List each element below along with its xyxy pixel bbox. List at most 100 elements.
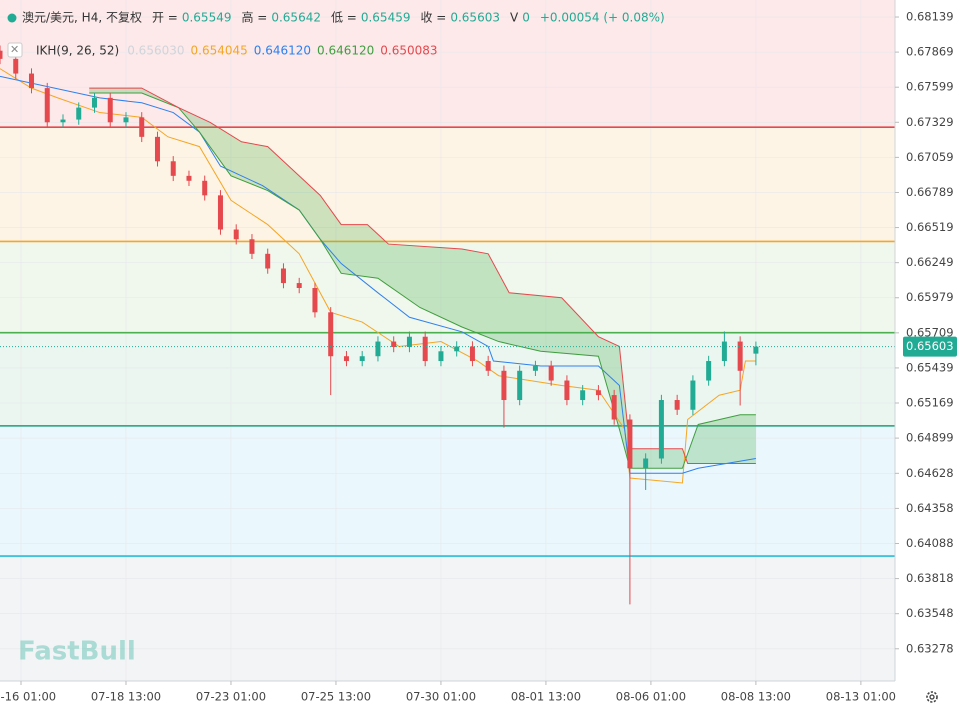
candle-body — [690, 380, 696, 410]
candle-body — [611, 395, 617, 420]
x-tick-label: 08-08 13:00 — [721, 690, 791, 704]
candle-body — [595, 390, 601, 396]
candle-body — [13, 58, 19, 74]
field-label: 高 = — [241, 10, 267, 25]
candle-body — [154, 136, 160, 162]
candle-body — [280, 268, 286, 284]
ichimoku-cloud — [89, 88, 756, 469]
indicator-value: 0.646120 — [254, 44, 311, 58]
candle-body — [658, 400, 664, 459]
field-label: 开 = — [152, 11, 178, 25]
field-label: V — [510, 11, 519, 25]
candle-body — [170, 161, 176, 176]
candle-body — [44, 88, 50, 123]
last-price-tag — [903, 336, 957, 357]
legend-toggle — [7, 42, 23, 58]
candle-body — [359, 356, 365, 362]
change: +0.00054 (+ 0.08%) — [540, 11, 665, 25]
x-tick-label: 08-06 01:00 — [616, 690, 686, 704]
status-dot — [7, 13, 17, 23]
band — [0, 127, 895, 242]
candle-body — [343, 356, 349, 362]
x-tick-label: 07-16 01:00 — [0, 690, 56, 704]
candle-body — [265, 253, 271, 269]
candle-body — [60, 119, 66, 123]
candle-body — [674, 400, 680, 410]
band — [0, 425, 895, 557]
y-tick-label: 0.66249 — [906, 255, 954, 269]
candle-body — [91, 97, 97, 108]
band — [0, 556, 895, 681]
candle-body — [375, 341, 381, 357]
y-tick-label: 0.67869 — [906, 45, 954, 59]
plot-area — [0, 45, 895, 605]
gear — [926, 691, 938, 703]
candle-body — [233, 229, 239, 240]
indicator-name: IKH(9, 26, 52) — [36, 44, 119, 58]
background — [0, 0, 895, 681]
y-tick-label: 0.64358 — [906, 501, 954, 515]
y-tick-label: 0.63548 — [906, 606, 954, 620]
overlay: 澳元/美元, H4, 不复权开 = 0.65549 高 = 0.65642 低 = 0.6… — [7, 10, 665, 667]
field-value: 0.65459 — [361, 11, 411, 25]
candle-body — [139, 117, 145, 137]
field-label: 收 = — [420, 11, 446, 25]
watermark: FastBull — [18, 637, 136, 667]
candle-body — [28, 73, 34, 89]
candle-body — [643, 458, 649, 469]
indicator-value: 0.654045 — [191, 44, 248, 58]
x-tick-label: 08-13 01:00 — [826, 690, 896, 704]
candle-body — [501, 370, 507, 401]
ichimoku-line — [0, 75, 756, 474]
candle-body — [422, 336, 428, 362]
candle-body — [312, 287, 318, 313]
legend-close: ✕ — [10, 43, 19, 56]
candle-body — [580, 390, 586, 401]
candle-body — [0, 50, 3, 59]
candle-body — [328, 312, 334, 357]
indicator-value: 0.650083 — [380, 44, 437, 58]
field-label: 低 = — [331, 11, 357, 25]
y-tick-label: 0.66519 — [906, 220, 954, 234]
x-tick-label: 08-01 13:00 — [511, 690, 581, 704]
field-value: 0 — [522, 11, 530, 25]
candle-body — [296, 283, 302, 288]
y-tick-label: 0.65169 — [906, 396, 954, 410]
last-price-label: 0.65603 — [906, 339, 954, 353]
band — [0, 332, 895, 426]
candle-body — [564, 380, 570, 401]
candle-body — [753, 346, 759, 354]
candle-body — [517, 370, 523, 401]
candle-body — [469, 346, 475, 362]
candle-body — [123, 117, 129, 123]
y-tick-label: 0.63818 — [906, 571, 954, 585]
y-tick-label: 0.65979 — [906, 290, 954, 304]
y-tick-label: 0.67599 — [906, 80, 954, 94]
ichimoku-line — [89, 87, 756, 464]
candle-body — [202, 180, 208, 196]
candle-body — [406, 336, 412, 347]
candle-body — [485, 361, 491, 371]
ichimoku-line — [0, 68, 756, 484]
candle-body — [454, 346, 460, 352]
candle-body — [391, 341, 397, 347]
candle-body — [186, 175, 192, 181]
candle-body — [627, 419, 633, 469]
x-tick-label: 07-30 01:00 — [406, 690, 476, 704]
y-tick-label: 0.67329 — [906, 115, 954, 129]
candle-body — [737, 341, 743, 371]
y-tick-label: 0.68139 — [906, 10, 954, 24]
settings-icon[interactable] — [926, 691, 938, 703]
candle-body — [438, 351, 444, 362]
axis-panel — [0, 681, 967, 712]
y-tick-label: 0.67059 — [906, 150, 954, 164]
candle-body — [706, 361, 712, 381]
y-tick-label: 0.64899 — [906, 431, 954, 445]
candle-body — [249, 239, 255, 254]
y-tick-label: 0.64628 — [906, 466, 954, 480]
candle-body — [76, 107, 82, 120]
field-value: 0.65642 — [271, 11, 321, 25]
candle-body — [721, 341, 727, 362]
candle-body — [532, 365, 538, 371]
y-tick-label: 0.63278 — [906, 641, 954, 655]
